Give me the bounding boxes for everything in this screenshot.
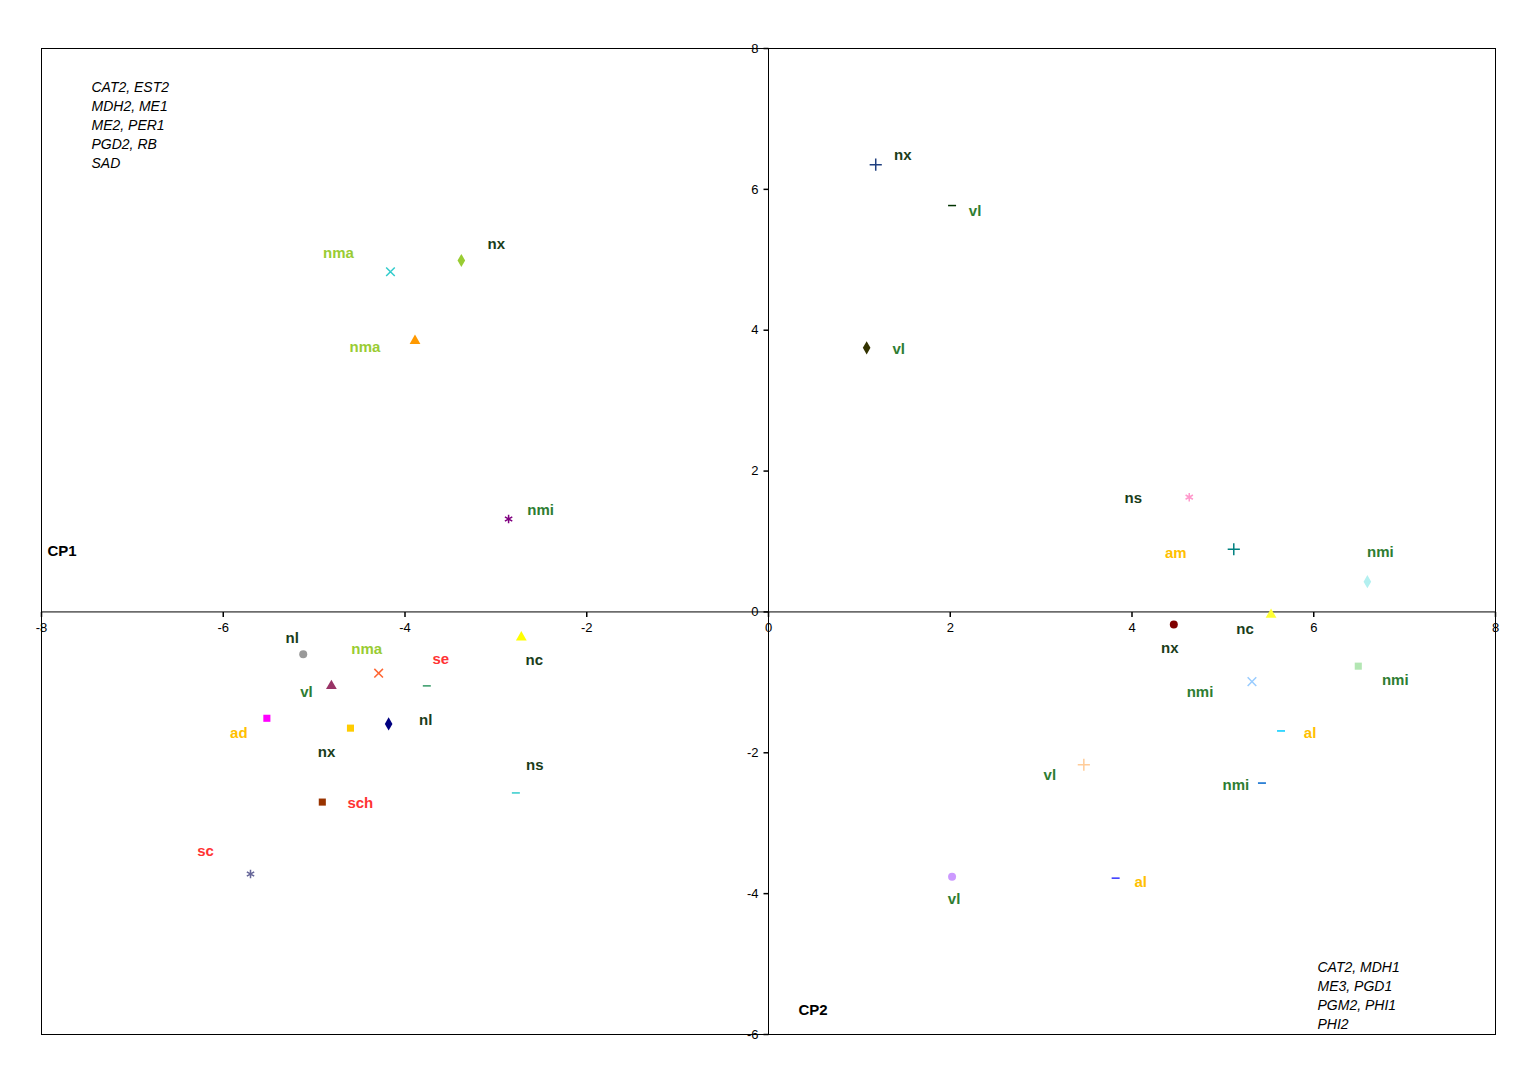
svg-text:vl: vl [892,340,905,357]
svg-text:vl: vl [300,683,313,700]
svg-text:-4: -4 [747,886,759,901]
svg-text:-6: -6 [747,1027,759,1042]
svg-text:6: 6 [1310,620,1317,635]
svg-text:nma: nma [351,640,383,657]
svg-text:nx: nx [318,743,336,760]
svg-text:4: 4 [1128,620,1135,635]
svg-text:al: al [1304,724,1317,741]
svg-text:vl: vl [969,202,982,219]
svg-text:-2: -2 [581,620,593,635]
svg-text:CP2: CP2 [799,1001,828,1018]
svg-text:-6: -6 [217,620,229,635]
svg-text:nc: nc [526,651,544,668]
svg-text:nma: nma [323,244,355,261]
svg-text:2: 2 [751,463,758,478]
svg-text:nl: nl [419,711,432,728]
svg-text:CAT2, EST2MDH2, ME1ME2, PER1PG: CAT2, EST2MDH2, ME1ME2, PER1PGD2, RBSAD [92,79,170,171]
svg-text:nl: nl [286,629,299,646]
svg-text:nmi: nmi [1367,543,1394,560]
svg-text:nc: nc [1236,620,1254,637]
svg-text:0: 0 [765,620,772,635]
svg-text:nma: nma [350,338,382,355]
svg-text:nmi: nmi [1382,671,1409,688]
svg-text:am: am [1165,544,1187,561]
svg-text:ns: ns [1124,489,1142,506]
svg-text:nmi: nmi [1223,776,1250,793]
svg-text:0: 0 [751,604,758,619]
svg-text:8: 8 [1492,620,1499,635]
svg-text:nmi: nmi [1187,683,1214,700]
svg-text:vl: vl [948,890,961,907]
svg-text:nmi: nmi [527,501,554,518]
svg-text:sch: sch [347,794,373,811]
svg-text:2: 2 [947,620,954,635]
svg-text:al: al [1134,873,1147,890]
svg-text:-4: -4 [399,620,411,635]
svg-text:nx: nx [894,146,912,163]
svg-text:se: se [432,650,449,667]
svg-text:-2: -2 [747,745,759,760]
svg-text:sc: sc [197,842,214,859]
svg-text:nx: nx [488,235,506,252]
svg-text:CP1: CP1 [48,542,77,559]
svg-text:vl: vl [1044,766,1057,783]
svg-text:CAT2, MDH1ME3, PGD1PGM2, PHI1P: CAT2, MDH1ME3, PGD1PGM2, PHI1PHI2 [1318,959,1400,1032]
svg-text:8: 8 [751,41,758,56]
svg-text:ns: ns [526,756,544,773]
svg-text:6: 6 [751,182,758,197]
svg-text:-8: -8 [36,620,48,635]
svg-text:nx: nx [1161,639,1179,656]
svg-text:4: 4 [751,322,758,337]
svg-text:ad: ad [230,724,248,741]
